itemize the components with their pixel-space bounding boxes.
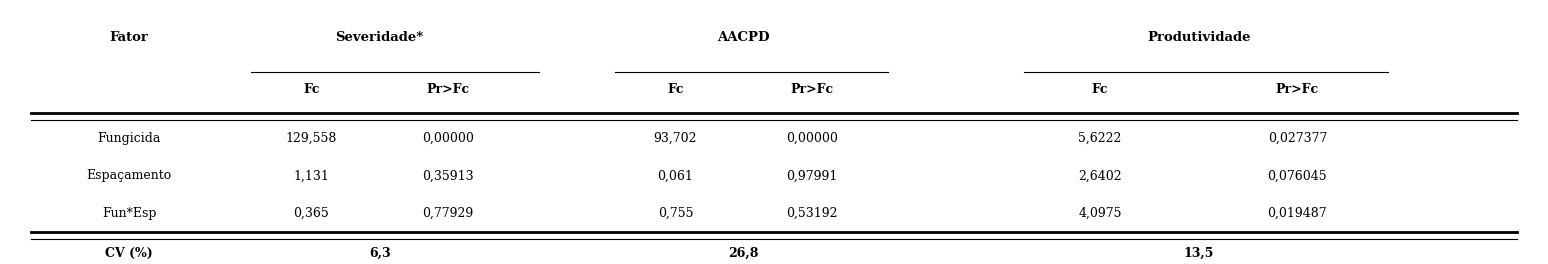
Text: 0,755: 0,755 <box>658 207 694 220</box>
Text: 129,558: 129,558 <box>286 132 337 145</box>
Text: 13,5: 13,5 <box>1184 247 1214 260</box>
Text: 0,061: 0,061 <box>658 169 694 182</box>
Text: AACPD: AACPD <box>717 31 769 44</box>
Text: Pr>Fc: Pr>Fc <box>1276 83 1319 96</box>
Text: 4,0975: 4,0975 <box>1079 207 1122 220</box>
Text: 2,6402: 2,6402 <box>1079 169 1122 182</box>
Text: 5,6222: 5,6222 <box>1079 132 1122 145</box>
Text: 1,131: 1,131 <box>294 169 330 182</box>
Text: 0,019487: 0,019487 <box>1268 207 1327 220</box>
Text: 0,076045: 0,076045 <box>1268 169 1327 182</box>
Text: 0,365: 0,365 <box>294 207 330 220</box>
Text: 0,00000: 0,00000 <box>423 132 474 145</box>
Text: 0,027377: 0,027377 <box>1268 132 1327 145</box>
Text: 0,35913: 0,35913 <box>423 169 474 182</box>
Text: 26,8: 26,8 <box>729 247 759 260</box>
Text: 0,97991: 0,97991 <box>786 169 837 182</box>
Text: Fc: Fc <box>303 83 319 96</box>
Text: Produtividade: Produtividade <box>1147 31 1251 44</box>
Text: 93,702: 93,702 <box>653 132 697 145</box>
Text: Fun*Esp: Fun*Esp <box>102 207 156 220</box>
Text: Espaçamento: Espaçamento <box>87 169 172 182</box>
Text: Fc: Fc <box>667 83 684 96</box>
Text: 6,3: 6,3 <box>368 247 390 260</box>
Text: Pr>Fc: Pr>Fc <box>426 83 469 96</box>
Text: Pr>Fc: Pr>Fc <box>791 83 833 96</box>
Text: Fator: Fator <box>110 31 149 44</box>
Text: Severidade*: Severidade* <box>336 31 424 44</box>
Text: Fc: Fc <box>1091 83 1108 96</box>
Text: CV (%): CV (%) <box>105 247 153 260</box>
Text: 0,53192: 0,53192 <box>786 207 837 220</box>
Text: 0,77929: 0,77929 <box>423 207 474 220</box>
Text: 0,00000: 0,00000 <box>786 132 837 145</box>
Text: Fungicida: Fungicida <box>98 132 161 145</box>
